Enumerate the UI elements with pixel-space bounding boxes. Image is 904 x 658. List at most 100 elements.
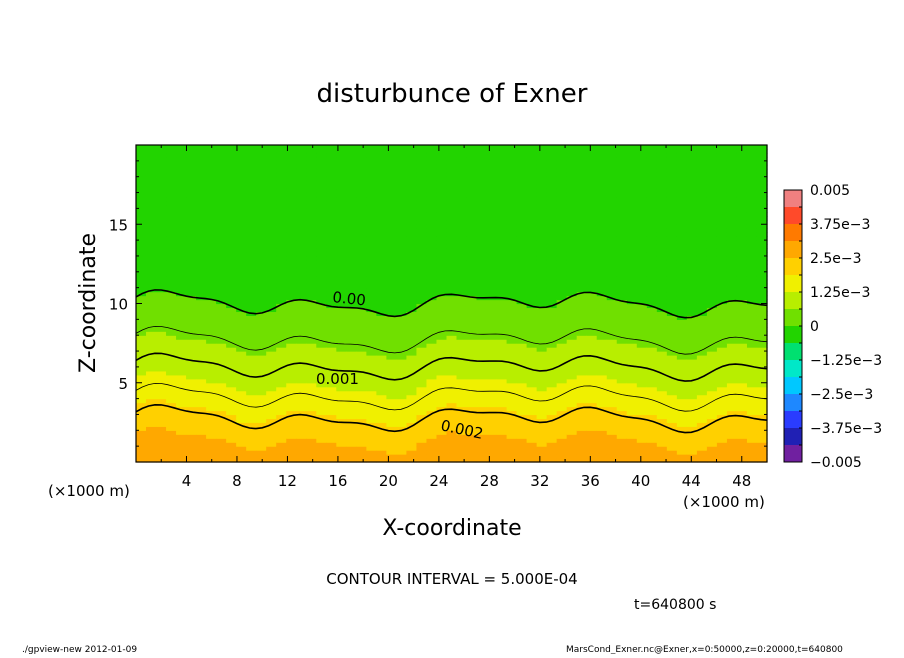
heat-cell xyxy=(576,315,588,320)
heat-cell xyxy=(646,255,658,261)
heat-cell xyxy=(676,255,688,261)
heat-cell xyxy=(566,454,578,459)
heat-cell xyxy=(596,307,608,313)
heat-cell xyxy=(416,374,428,380)
heat-cell xyxy=(326,426,337,431)
heat-cell xyxy=(446,398,458,404)
heat-cell xyxy=(746,168,758,174)
heat-cell xyxy=(696,323,708,328)
heat-cell xyxy=(186,172,197,178)
heat-cell xyxy=(676,394,688,400)
heat-cell xyxy=(346,180,357,186)
heat-cell xyxy=(396,156,408,162)
heat-cell xyxy=(296,323,307,328)
heat-cell xyxy=(496,164,508,170)
heat-cell xyxy=(466,370,478,376)
heat-cell xyxy=(236,244,247,249)
heat-cell xyxy=(396,267,408,273)
heat-cell xyxy=(326,176,337,182)
heat-cell xyxy=(296,267,307,273)
heat-cell xyxy=(746,402,758,408)
heat-cell xyxy=(646,291,658,297)
heat-cell xyxy=(446,331,458,336)
heat-cell xyxy=(476,196,488,202)
heat-cell xyxy=(696,263,708,269)
heat-cell xyxy=(476,315,488,320)
heat-cell xyxy=(716,446,728,451)
heat-cell xyxy=(376,446,387,451)
heat-cell xyxy=(546,362,558,368)
heat-cell xyxy=(636,390,648,396)
heat-cell xyxy=(506,228,518,233)
heat-cell xyxy=(466,287,478,293)
heat-cell xyxy=(636,347,648,352)
heat-cell xyxy=(536,355,548,360)
heat-cell xyxy=(726,224,738,229)
heat-cell xyxy=(246,291,257,297)
heat-cell xyxy=(626,168,638,174)
heat-cell xyxy=(306,275,317,281)
heat-cell xyxy=(236,291,247,297)
heat-cell xyxy=(206,406,217,412)
heat-cell xyxy=(136,255,147,261)
heat-cell xyxy=(296,351,307,356)
heat-cell xyxy=(466,394,478,400)
heat-cell xyxy=(716,224,728,229)
heat-cell xyxy=(636,355,648,360)
heat-cell xyxy=(586,291,598,297)
heat-cell xyxy=(736,450,748,455)
heat-cell xyxy=(486,152,498,158)
heat-cell xyxy=(516,426,528,431)
heat-cell xyxy=(606,390,618,396)
heat-cell xyxy=(186,315,197,320)
heat-cell xyxy=(156,323,167,328)
heat-cell xyxy=(436,180,448,186)
heat-cell xyxy=(146,248,157,253)
heat-cell xyxy=(396,220,408,225)
heat-cell xyxy=(376,315,387,320)
heat-cell xyxy=(256,220,267,225)
heat-cell xyxy=(726,220,738,225)
heat-cell xyxy=(686,410,698,416)
heat-cell xyxy=(606,347,618,352)
heat-cell xyxy=(136,263,147,269)
heat-cell xyxy=(136,450,147,455)
heat-cell xyxy=(656,188,668,194)
heat-cell xyxy=(266,382,277,388)
heat-cell xyxy=(736,454,748,459)
heat-cell xyxy=(326,192,337,198)
heat-cell xyxy=(556,244,568,249)
heat-cell xyxy=(656,251,668,257)
heat-cell xyxy=(666,248,678,253)
heat-cell xyxy=(336,358,347,364)
heat-cell xyxy=(146,394,157,400)
heat-cell xyxy=(646,331,658,336)
heat-cell xyxy=(326,370,337,376)
heat-cell xyxy=(726,382,738,388)
heat-cell xyxy=(516,208,528,213)
heat-cell xyxy=(346,164,357,170)
heat-cell xyxy=(346,331,357,336)
heat-cell xyxy=(516,450,528,455)
heat-cell xyxy=(556,160,568,166)
heat-cell xyxy=(516,362,528,368)
heat-cell xyxy=(506,267,518,273)
heat-cell xyxy=(376,216,387,221)
heat-cell xyxy=(706,307,718,313)
heat-cell xyxy=(716,315,728,320)
heat-cell xyxy=(676,184,688,190)
heat-cell xyxy=(616,267,628,273)
heat-cell xyxy=(216,418,227,423)
heat-cell xyxy=(296,331,307,336)
heat-cell xyxy=(656,410,668,416)
heat-cell xyxy=(256,422,267,427)
heat-cell xyxy=(186,176,197,182)
heat-cell xyxy=(356,307,367,313)
heat-cell xyxy=(516,176,528,182)
heat-cell xyxy=(276,442,287,447)
heat-cell xyxy=(646,370,658,376)
heat-cell xyxy=(656,398,668,404)
heat-cell xyxy=(366,343,377,348)
heat-cell xyxy=(636,402,648,408)
heat-cell xyxy=(536,394,548,400)
